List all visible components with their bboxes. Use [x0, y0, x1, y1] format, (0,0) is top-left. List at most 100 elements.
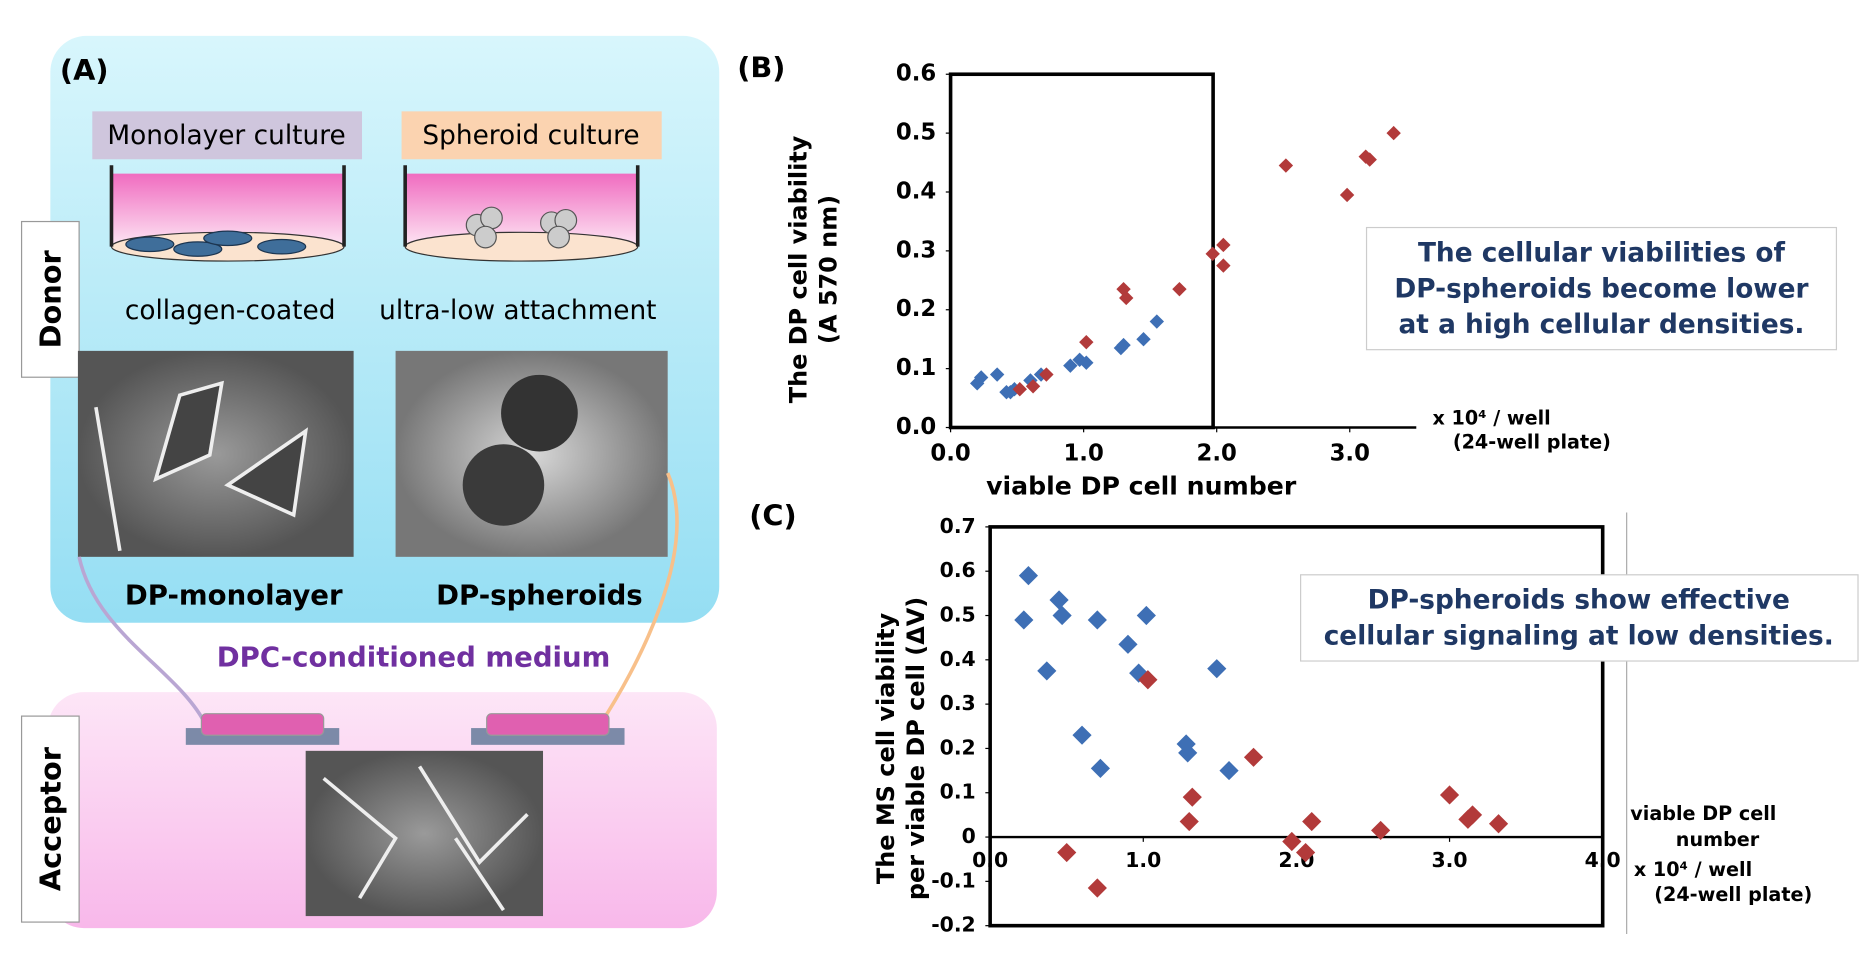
well-wall: [403, 165, 640, 247]
scatter-point: [1057, 842, 1077, 863]
unit-note: (24-well plate): [1453, 431, 1611, 454]
scatter-point: [989, 367, 1005, 382]
photo-cells: [94, 380, 309, 552]
y-tick-label: 0.5: [940, 603, 976, 627]
panel-label: (B): [737, 50, 785, 84]
scatter-point: [1179, 811, 1199, 832]
monolayer-title-box: [92, 111, 363, 160]
y-tick-label: 0.1: [896, 355, 936, 381]
scatter-point: [1205, 246, 1220, 262]
annotation: The cellular viabilities of: [1418, 238, 1786, 268]
x-tick-label: 0.0: [930, 440, 970, 466]
annotation-box: [1300, 574, 1859, 662]
scatter-point: [1049, 590, 1069, 610]
scatter-point: [1216, 258, 1231, 273]
monolayer-name: DP-monolayer: [125, 579, 343, 611]
scatter-point: [1039, 367, 1054, 382]
y-tick-label: -0.1: [931, 868, 976, 892]
annotation: DP-spheroids show effective: [1368, 586, 1790, 616]
scatter-point: [1302, 811, 1322, 832]
scatter-point: [1207, 659, 1227, 679]
scatter-point: [1119, 290, 1134, 306]
spheroid-substrate: ultra-low attachment: [379, 296, 656, 326]
dish: [486, 713, 610, 736]
scatter-point: [1339, 187, 1355, 203]
photo-cells: [322, 765, 529, 912]
scatter-point: [1182, 787, 1202, 807]
y-tick-label: 0.1: [940, 780, 976, 804]
scatter-point: [1014, 610, 1034, 630]
spheroids: [465, 206, 578, 249]
annotation-box: [1365, 226, 1838, 351]
y-tick-label: 0.3: [940, 691, 976, 715]
y-tick-label: 0.3: [896, 237, 936, 263]
x-tick-label: 4.0: [1585, 848, 1621, 872]
acceptor-box: [20, 715, 80, 923]
scatter-point: [1488, 814, 1509, 834]
scatter-point: [1063, 358, 1078, 373]
well-bottom: [404, 231, 639, 262]
monolayer-photo: [77, 350, 354, 557]
scatter-point: [1439, 785, 1460, 805]
annotation: cellular signaling at low densities.: [1324, 622, 1834, 652]
monolayer-title: Monolayer culture: [107, 121, 345, 151]
x-tick-label: 1.0: [1125, 848, 1161, 872]
scatter-point: [1079, 334, 1094, 350]
scatter-point: [1072, 725, 1092, 745]
dish: [200, 713, 325, 736]
x-axis-label: number: [1676, 828, 1760, 851]
unit-note: x 10⁴ / well: [1634, 858, 1752, 881]
annotation: at a high cellular densities.: [1399, 310, 1805, 340]
scatter-point: [1362, 152, 1377, 167]
y-tick-label: -0.2: [931, 913, 976, 937]
scatter-point: [1296, 842, 1316, 863]
donor-label: Donor: [34, 250, 68, 349]
well-wall: [109, 165, 346, 247]
cells: [125, 230, 307, 257]
scatter-point: [1243, 747, 1264, 767]
scatter-point: [1136, 605, 1156, 626]
scatter-point: [1037, 661, 1057, 681]
donor-box: [20, 220, 80, 378]
annotation: DP-spheroids become lower: [1394, 274, 1808, 304]
y-tick-label: 0.6: [896, 61, 936, 87]
x-tick-label: 0.0: [972, 848, 1008, 872]
scatter-point: [1116, 337, 1131, 353]
medium-label: DPC-conditioned medium: [217, 642, 611, 674]
scatter-point: [1087, 878, 1107, 898]
acceptor-label: Acceptor: [34, 746, 68, 891]
y-axis-label: per viable DP cell (ΔV): [902, 597, 930, 900]
scatter-point: [1052, 605, 1072, 626]
y-tick-label: 0.2: [940, 735, 976, 759]
x-tick-label: 2.0: [1197, 440, 1237, 466]
monolayer-substrate: collagen-coated: [125, 296, 336, 326]
x-tick-label: 3.0: [1330, 440, 1370, 466]
scatter-point: [1118, 634, 1138, 654]
acceptor-photo: [305, 750, 544, 917]
y-tick-label: 0.2: [896, 296, 936, 322]
scatter-point: [1090, 758, 1110, 778]
scatter-point: [1136, 332, 1151, 347]
x-axis-label: viable DP cell: [1630, 802, 1776, 825]
spheroid-title-box: [401, 111, 662, 160]
x-tick-label: 3.0: [1432, 848, 1468, 872]
plot-frame: [988, 525, 1605, 928]
y-tick-label: 0.7: [940, 514, 976, 538]
y-tick-label: 0.4: [940, 647, 976, 671]
x-tick-label: 1.0: [1063, 440, 1103, 466]
panel-label: (C): [749, 498, 796, 532]
scatter-point: [1216, 237, 1231, 253]
scatter-point: [1149, 314, 1165, 329]
scatter-point: [1012, 382, 1027, 397]
y-tick-label: 0.6: [940, 558, 976, 582]
y-axis-label: The MS cell viability: [872, 612, 900, 884]
panel-label: (A): [60, 53, 109, 87]
spheroid-name: DP-spheroids: [436, 579, 643, 611]
y-axis-label: (A 570 nm): [815, 195, 843, 344]
photo-spheroid: [462, 444, 545, 526]
scatter-point: [1462, 805, 1483, 825]
scatter-point: [1018, 566, 1039, 586]
scatter-point: [1172, 281, 1187, 297]
y-tick-label: 0.0: [896, 414, 936, 440]
